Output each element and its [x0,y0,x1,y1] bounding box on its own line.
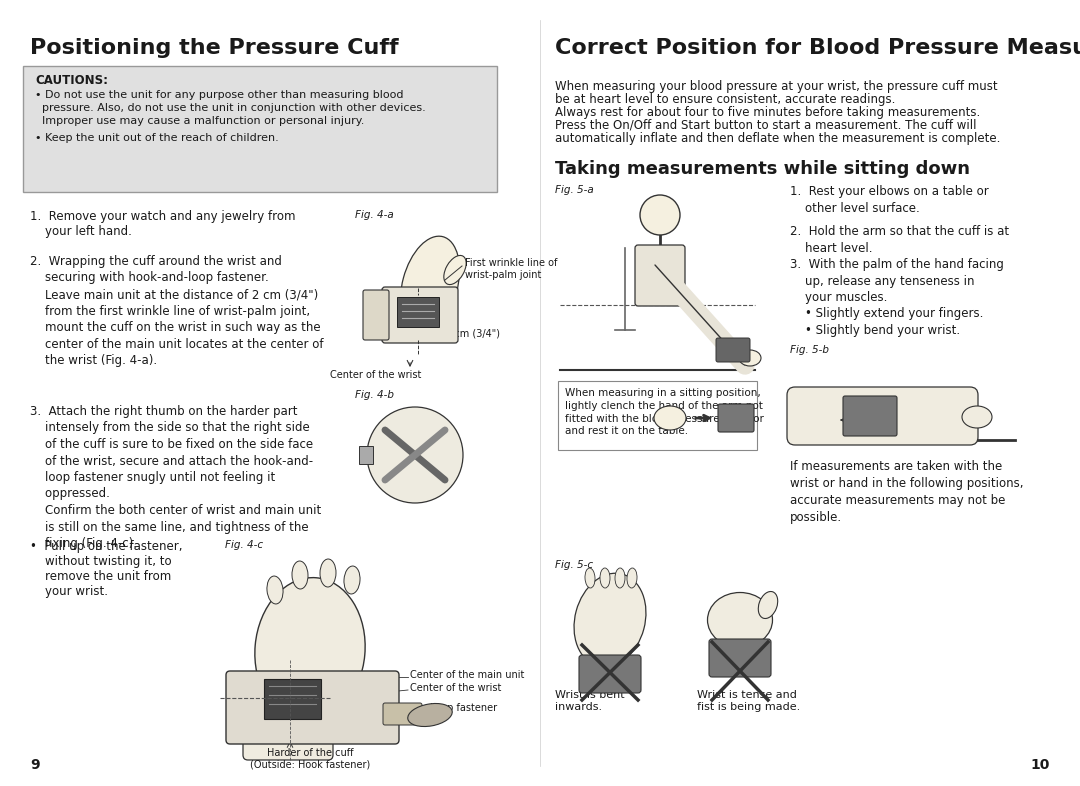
FancyBboxPatch shape [787,387,978,445]
Ellipse shape [408,703,453,726]
Ellipse shape [585,568,595,588]
Text: 2.  Hold the arm so that the cuff is at
    heart level.: 2. Hold the arm so that the cuff is at h… [789,225,1009,255]
Ellipse shape [654,406,686,430]
FancyBboxPatch shape [264,679,321,719]
Text: If measurements are taken with the
wrist or hand in the following positions,
acc: If measurements are taken with the wrist… [789,460,1024,524]
Text: 3.  With the palm of the hand facing
    up, release any tenseness in
    your m: 3. With the palm of the hand facing up, … [789,258,1004,337]
Text: Press the On/Off and Start button to start a measurement. The cuff will: Press the On/Off and Start button to sta… [555,119,976,132]
Text: 2.  Wrapping the cuff around the wrist and
    securing with hook-and-loop faste: 2. Wrapping the cuff around the wrist an… [30,255,324,367]
Text: Wrist is bent
inwards.: Wrist is bent inwards. [555,690,624,712]
Ellipse shape [627,568,637,588]
Text: Fig. 5-c: Fig. 5-c [555,560,593,570]
Text: Fig. 5-a: Fig. 5-a [555,185,594,195]
Text: Wrist is tense and
fist is being made.: Wrist is tense and fist is being made. [697,690,800,712]
Ellipse shape [267,576,283,604]
Ellipse shape [707,593,772,648]
Text: Center of the wrist: Center of the wrist [330,370,421,380]
Text: Positioning the Pressure Cuff: Positioning the Pressure Cuff [30,38,399,58]
Ellipse shape [444,255,467,285]
Ellipse shape [320,559,336,587]
Ellipse shape [725,413,747,427]
Ellipse shape [255,578,365,722]
Ellipse shape [600,568,610,588]
Ellipse shape [292,561,308,589]
Text: Correct Position for Blood Pressure Measurement: Correct Position for Blood Pressure Meas… [555,38,1080,58]
Text: Taking measurements while sitting down: Taking measurements while sitting down [555,160,970,178]
Ellipse shape [343,566,360,594]
Ellipse shape [575,573,646,667]
Text: 1.  Rest your elbows on a table or
    other level surface.: 1. Rest your elbows on a table or other … [789,185,989,215]
FancyBboxPatch shape [708,639,771,677]
FancyBboxPatch shape [635,245,685,306]
Ellipse shape [962,406,993,428]
Text: Fig. 5-b: Fig. 5-b [789,345,829,355]
Text: be at heart level to ensure consistent, accurate readings.: be at heart level to ensure consistent, … [555,93,895,106]
Text: 10: 10 [1030,758,1050,772]
Text: Loop fastener: Loop fastener [430,703,497,713]
FancyBboxPatch shape [383,703,422,725]
FancyBboxPatch shape [363,290,389,340]
Text: 1.  Remove your watch and any jewelry from
    your left hand.: 1. Remove your watch and any jewelry fro… [30,210,296,238]
Ellipse shape [739,350,761,366]
Text: Always rest for about four to five minutes before taking measurements.: Always rest for about four to five minut… [555,106,981,119]
Text: Fig. 4-a: Fig. 4-a [355,210,394,220]
Text: • Do not use the unit for any purpose other than measuring blood: • Do not use the unit for any purpose ot… [35,90,404,100]
FancyBboxPatch shape [397,297,438,327]
Text: 9: 9 [30,758,40,772]
Text: •  Pull up on the fastener,
    without twisting it, to
    remove the unit from: • Pull up on the fastener, without twist… [30,540,183,598]
FancyBboxPatch shape [579,655,642,693]
Text: Center of the main unit: Center of the main unit [410,670,525,680]
Text: Harder of the cuff
(Outside: Hook fastener): Harder of the cuff (Outside: Hook fasten… [249,748,370,769]
Text: Fig. 4-c: Fig. 4-c [225,540,264,550]
FancyBboxPatch shape [716,338,750,362]
Circle shape [640,195,680,235]
FancyBboxPatch shape [558,381,757,450]
Text: 2 cm (3/4"): 2 cm (3/4") [445,328,500,338]
Ellipse shape [758,592,778,619]
FancyBboxPatch shape [382,287,458,343]
FancyBboxPatch shape [359,446,373,464]
Text: When measuring your blood pressure at your wrist, the pressure cuff must: When measuring your blood pressure at yo… [555,80,998,93]
Text: 3.  Attach the right thumb on the harder part
    intensely from the side so tha: 3. Attach the right thumb on the harder … [30,405,321,550]
Circle shape [367,407,463,503]
FancyBboxPatch shape [226,671,399,744]
Text: Fig. 4-b: Fig. 4-b [355,390,394,400]
FancyBboxPatch shape [243,690,333,760]
Ellipse shape [401,236,460,334]
Text: When measuring in a sitting position,
lightly clench the hand of the arm not
fit: When measuring in a sitting position, li… [565,388,764,436]
Ellipse shape [615,568,625,588]
Text: Improper use may cause a malfunction or personal injury.: Improper use may cause a malfunction or … [35,116,364,126]
Text: First wrinkle line of
wrist-palm joint: First wrinkle line of wrist-palm joint [465,258,557,280]
FancyBboxPatch shape [718,404,754,432]
Text: CAUTIONS:: CAUTIONS: [35,74,108,87]
Text: automatically inflate and then deflate when the measurement is complete.: automatically inflate and then deflate w… [555,132,1000,145]
Text: • Keep the unit out of the reach of children.: • Keep the unit out of the reach of chil… [35,133,279,143]
FancyBboxPatch shape [843,396,897,436]
FancyBboxPatch shape [23,66,497,192]
Text: pressure. Also, do not use the unit in conjunction with other devices.: pressure. Also, do not use the unit in c… [35,103,426,113]
Text: Center of the wrist: Center of the wrist [410,683,501,693]
